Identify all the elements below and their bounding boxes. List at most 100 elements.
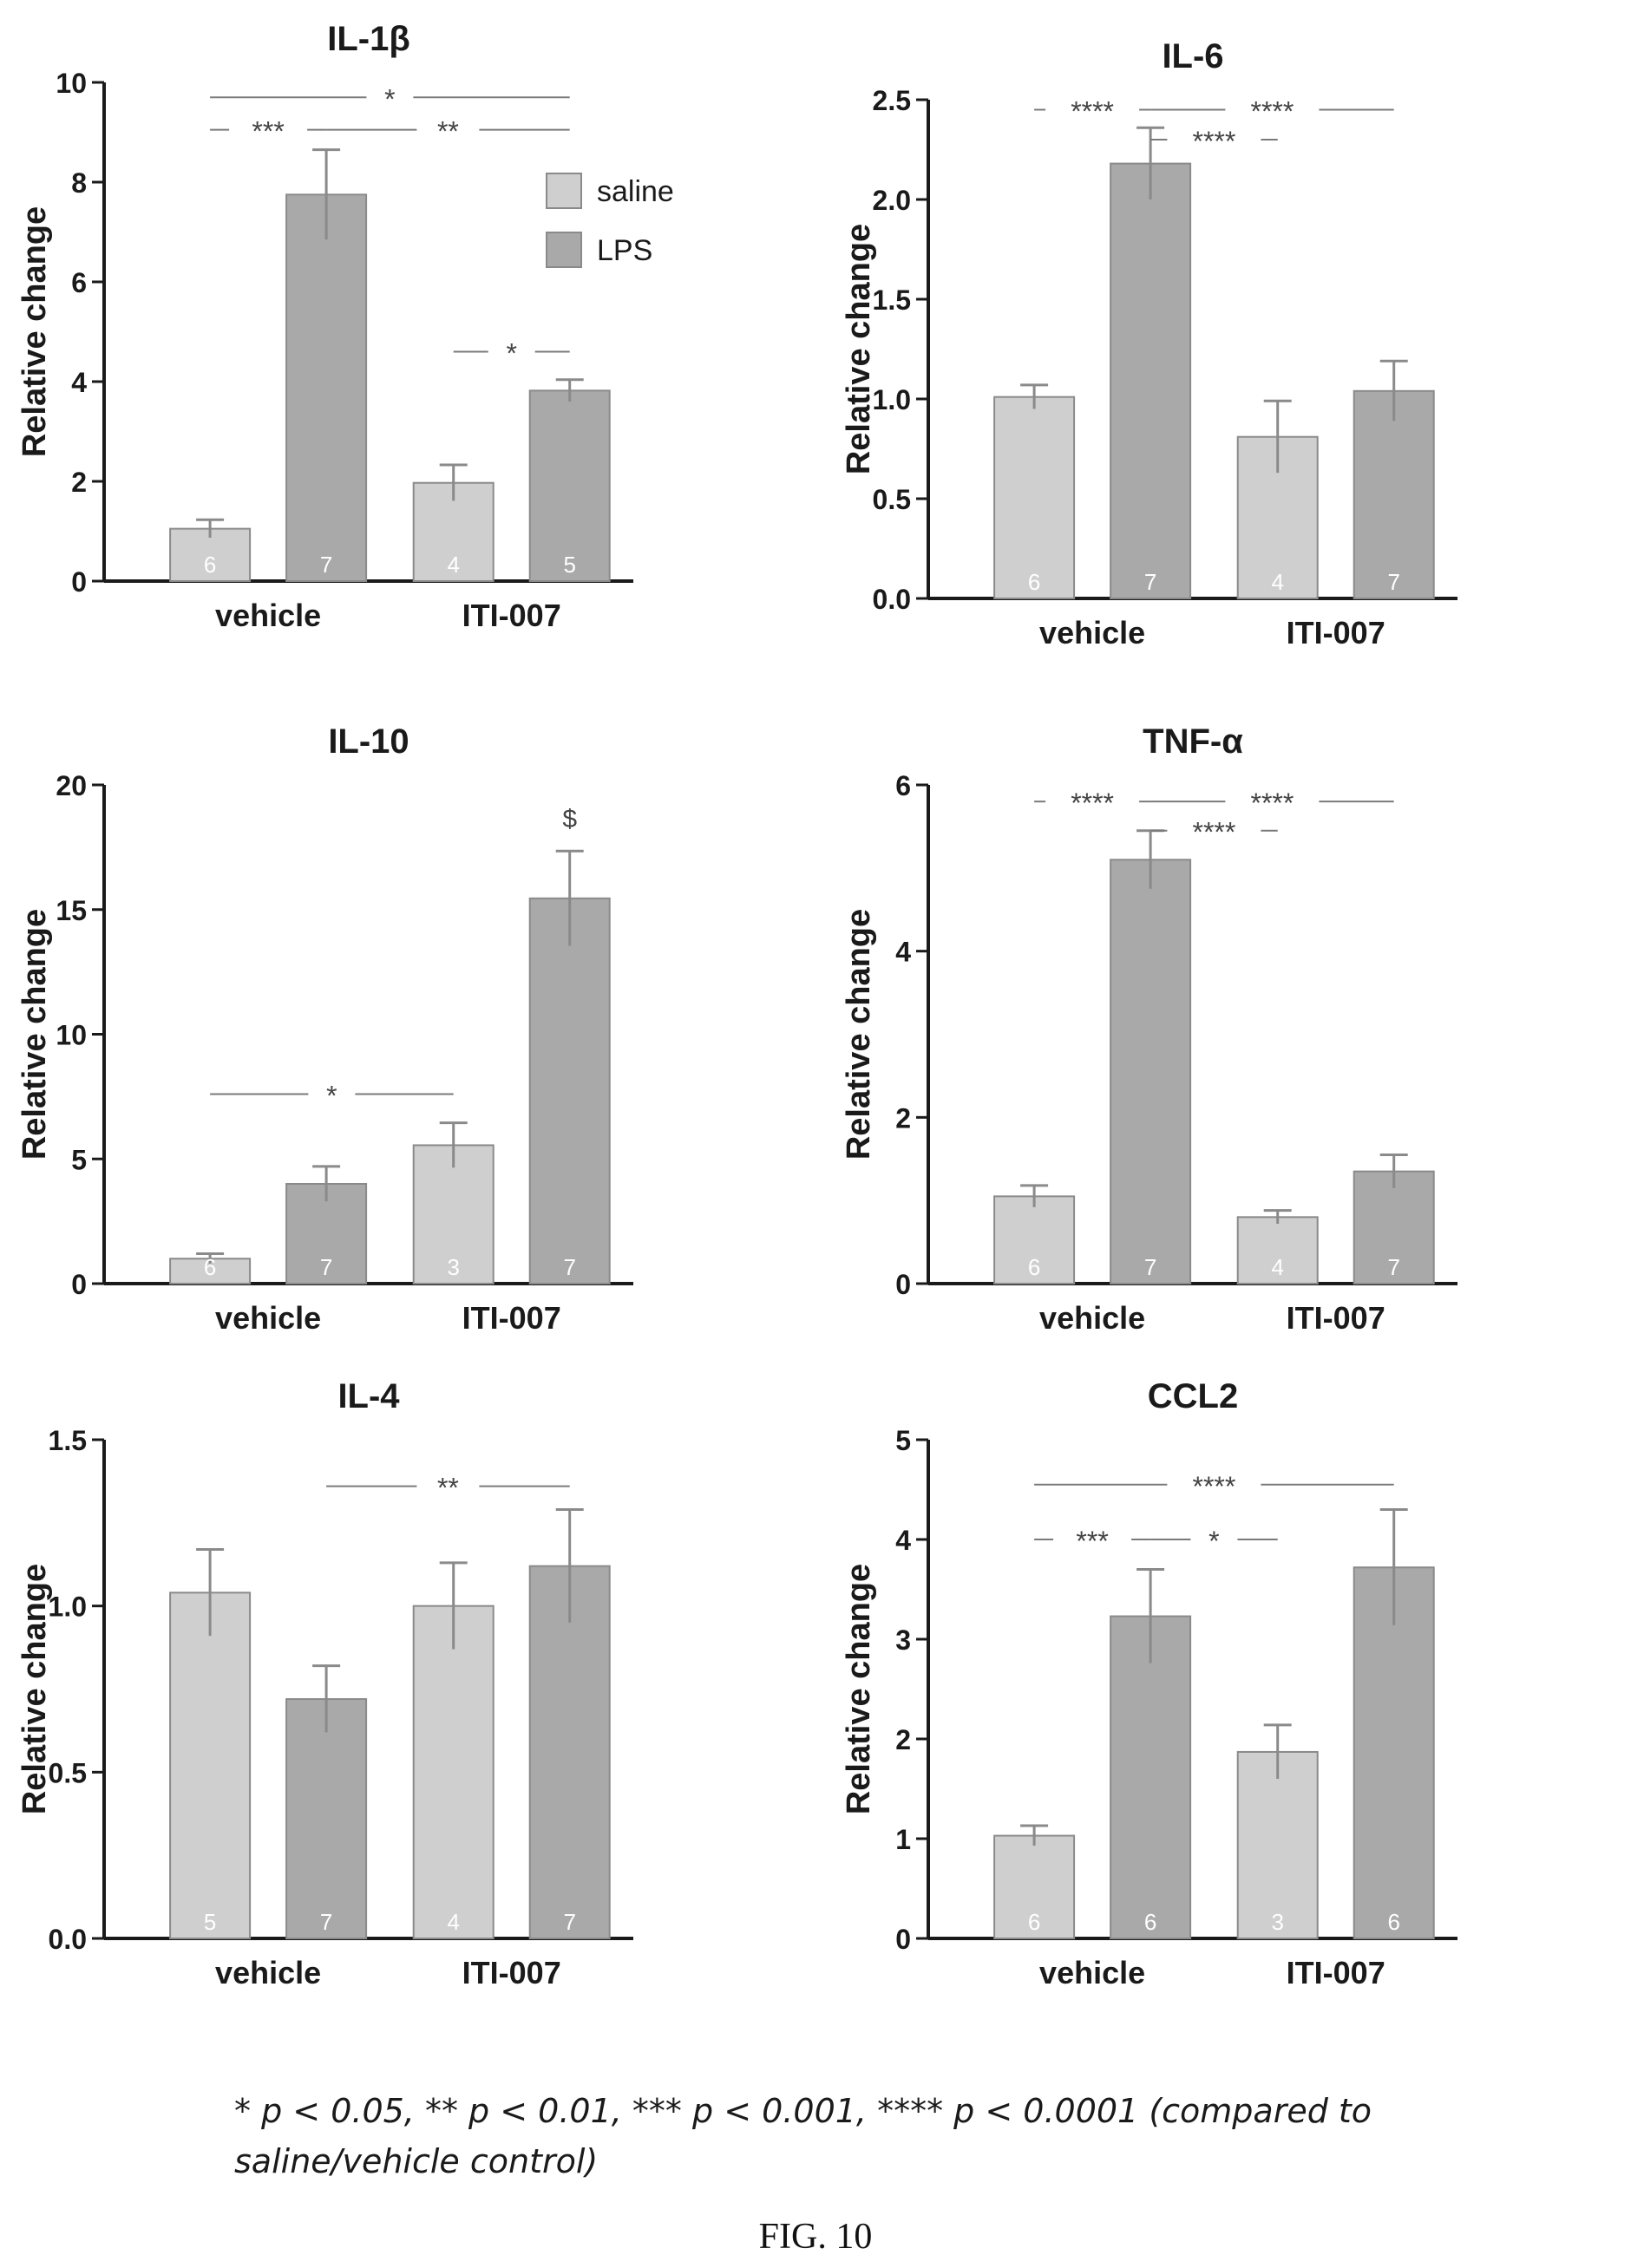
x-category-label: vehicle — [1039, 1300, 1145, 1336]
chart-panel-il1b: IL-1β Relative change 0 2 4 6 8 10 6 4 7 5 vehicle IT… — [9, 0, 789, 676]
y-tick-label: 3 — [895, 1624, 911, 1656]
bar-lps-iti-007 — [1353, 389, 1435, 599]
sample-size-label: 4 — [1271, 1254, 1283, 1280]
sample-size-label: 7 — [1387, 569, 1399, 595]
y-tick-label: 1.0 — [49, 1592, 87, 1623]
y-tick-label: 1.5 — [873, 284, 911, 316]
y-tick-label: 0.5 — [49, 1757, 87, 1788]
significance-label: **** — [1192, 817, 1235, 848]
sample-size-label: 3 — [447, 1254, 459, 1280]
y-tick-label: 6 — [71, 267, 87, 298]
significance-label: **** — [1071, 788, 1114, 819]
significance-label: * — [506, 338, 516, 369]
bar-lps-iti-007 — [528, 389, 611, 582]
sample-size-label: 3 — [1271, 1909, 1283, 1935]
chart-panel-il4: IL-4 Relative change 0.0 0.5 1.0 1.5 5 4 7 7 vehic… — [9, 1357, 789, 2034]
bar-saline-vehicle — [169, 1258, 252, 1284]
x-category-label: vehicle — [1039, 615, 1145, 650]
y-tick-label: 2 — [71, 467, 87, 498]
y-tick-label: 20 — [56, 770, 87, 801]
chart-svg: CCL2 Relative change 0 1 2 3 4 5 6 3 6 6 vehicle ITI-… — [841, 1377, 1457, 1990]
x-category-label: ITI-007 — [462, 598, 561, 633]
significance-label: * — [326, 1081, 337, 1112]
y-tick-label: 0 — [895, 1269, 911, 1300]
bar-saline-iti-007 — [412, 1144, 495, 1284]
x-category-label: vehicle — [1039, 1955, 1145, 1990]
sample-size-label: 7 — [320, 552, 332, 578]
legend-label: saline — [597, 175, 674, 208]
bar-lps-vehicle — [1110, 1615, 1192, 1939]
y-tick-label: 2 — [895, 1102, 911, 1134]
chart-panel-il10: IL-10 Relative change 0 5 10 15 20 6 3 7 7 vehicle I… — [9, 703, 789, 1379]
significance-label: ** — [437, 116, 459, 147]
y-tick-label: 15 — [56, 895, 87, 926]
significance-label: *** — [1076, 1526, 1108, 1557]
chart-svg: IL-1β Relative change 0 2 4 6 8 10 6 4 7 5 vehicle IT… — [16, 20, 674, 633]
significance-footnote: * p < 0.05, ** p < 0.01, *** p < 0.001, … — [234, 2092, 1372, 2180]
bar-saline-iti-007 — [412, 1605, 495, 1939]
chart-title: TNF-α — [1143, 722, 1243, 761]
sample-size-label: 6 — [1387, 1909, 1399, 1935]
significance-label: **** — [1250, 96, 1294, 127]
chart-panel-ccl2: CCL2 Relative change 0 1 2 3 4 5 6 3 6 6 vehicle ITI-… — [833, 1357, 1614, 2034]
significance-label: **** — [1192, 1471, 1235, 1502]
legend-swatch-saline — [546, 173, 582, 209]
y-axis-label: Relative change — [841, 909, 877, 1160]
y-tick-label: 4 — [71, 367, 87, 398]
x-category-label: ITI-007 — [1287, 615, 1385, 650]
x-category-label: ITI-007 — [1287, 1955, 1385, 1990]
bar-lps-iti-007 — [528, 897, 611, 1284]
y-axis-label: Relative change — [841, 1564, 877, 1814]
bar-saline-vehicle — [169, 1592, 252, 1939]
bar-lps-vehicle — [1110, 162, 1192, 599]
sample-size-label: 7 — [1387, 1254, 1399, 1280]
chart-title: CCL2 — [1148, 1377, 1238, 1415]
bar-lps-vehicle — [285, 193, 368, 582]
sample-size-label: 5 — [204, 1909, 216, 1935]
x-category-label: ITI-007 — [462, 1300, 561, 1336]
y-tick-label: 0.5 — [873, 484, 911, 515]
sample-size-label: 7 — [1144, 569, 1156, 595]
chart-title: IL-10 — [328, 722, 409, 761]
sample-size-label: 6 — [1028, 1909, 1040, 1935]
x-category-label: vehicle — [215, 1955, 321, 1990]
y-tick-label: 4 — [895, 937, 911, 968]
y-tick-label: 1.0 — [873, 384, 911, 415]
bar-saline-vehicle — [993, 1195, 1076, 1284]
chart-svg: IL-10 Relative change 0 5 10 15 20 6 3 7 7 vehicle I… — [16, 722, 633, 1336]
significance-label: **** — [1250, 788, 1294, 819]
significance-mark: $ — [562, 805, 577, 833]
chart-svg: IL-4 Relative change 0.0 0.5 1.0 1.5 5 4 7 7 vehic… — [16, 1377, 633, 1990]
y-tick-label: 0 — [895, 1924, 911, 1955]
x-category-label: vehicle — [215, 1300, 321, 1336]
sample-size-label: 6 — [1144, 1909, 1156, 1935]
x-category-label: ITI-007 — [462, 1955, 561, 1990]
chart-svg: TNF-α Relative change 0 2 4 6 6 4 7 7 vehicle ITI-0… — [841, 722, 1457, 1336]
legend-label: LPS — [597, 234, 652, 267]
sample-size-label: 6 — [204, 552, 216, 578]
sample-size-label: 4 — [447, 1909, 459, 1935]
sample-size-label: 4 — [447, 552, 459, 578]
bar-saline-vehicle — [993, 1834, 1076, 1939]
y-tick-label: 5 — [71, 1144, 87, 1175]
y-tick-label: 4 — [895, 1525, 911, 1556]
y-tick-label: 2 — [895, 1724, 911, 1755]
sample-size-label: 6 — [1028, 569, 1040, 595]
bar-saline-iti-007 — [1236, 1216, 1319, 1284]
sample-size-label: 7 — [320, 1254, 332, 1280]
figure-label: FIG. 10 — [758, 2217, 873, 2257]
bar-lps-vehicle — [1110, 859, 1192, 1284]
significance-label: **** — [1192, 126, 1235, 157]
y-axis-label: Relative change — [16, 909, 53, 1160]
bar-lps-iti-007 — [1353, 1170, 1435, 1284]
sample-size-label: 7 — [563, 1909, 575, 1935]
sample-size-label: 7 — [563, 1254, 575, 1280]
y-tick-label: 0 — [71, 1269, 87, 1300]
y-tick-label: 10 — [56, 1020, 87, 1051]
y-tick-label: 2.0 — [873, 185, 911, 216]
bar-lps-iti-007 — [1353, 1566, 1435, 1939]
y-tick-label: 2.5 — [873, 85, 911, 116]
chart-title: IL-4 — [337, 1377, 400, 1415]
y-tick-label: 8 — [71, 167, 87, 199]
y-tick-label: 6 — [895, 770, 911, 801]
